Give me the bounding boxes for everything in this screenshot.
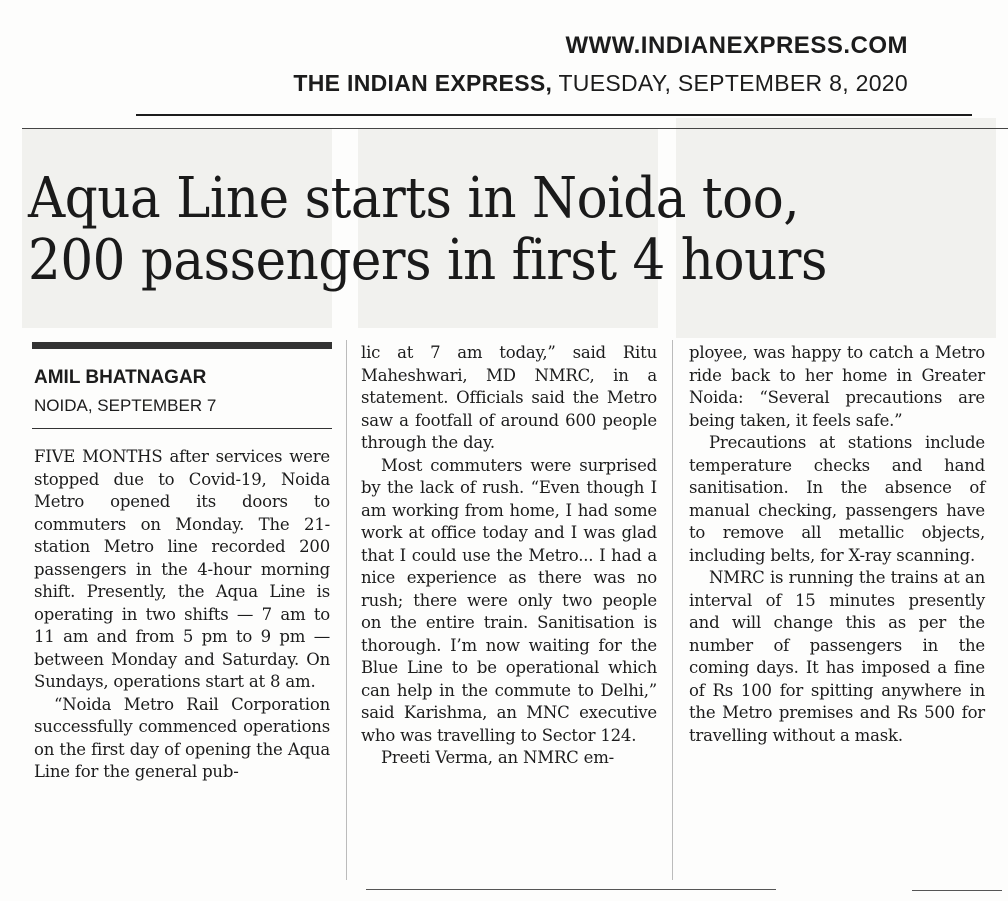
paragraph: Precautions at stations include temperat… (689, 433, 985, 565)
masthead-dateline: THE INDIAN EXPRESS, TUESDAY, SEPTEMBER 8… (293, 70, 908, 97)
site-url: WWW.INDIANEXPRESS.COM (565, 32, 908, 59)
paper-name: THE INDIAN EXPRESS, (293, 70, 553, 96)
article-column-3: ployee, was happy to catch a Metro ride … (689, 342, 985, 747)
byline-author: AMIL BHATNAGAR (34, 367, 207, 388)
byline-divider (32, 428, 332, 429)
masthead-rule (136, 114, 972, 116)
issue-date: TUESDAY, SEPTEMBER 8, 2020 (558, 70, 908, 96)
headline-line-1: Aqua Line starts in Noida too, (28, 166, 800, 231)
byline-rule (32, 342, 332, 349)
paragraph: “Noida Metro Rail Corporation successful… (34, 694, 330, 782)
paragraph: lic at 7 am today,” said Ritu Maheshwari… (361, 343, 657, 452)
article-column-2: lic at 7 am today,” said Ritu Maheshwari… (361, 342, 657, 770)
bleed-through-texture (676, 118, 996, 338)
footer-rule (912, 890, 1002, 891)
column-separator (672, 340, 673, 880)
column-separator (346, 340, 347, 880)
footer-rule (366, 889, 776, 890)
headline-line-2: 200 passengers in first 4 hours (28, 228, 827, 293)
article-column-1: FIVE MONTHS after services were stopped … (34, 446, 330, 784)
paragraph: ployee, was happy to catch a Metro ride … (689, 343, 985, 430)
section-rule (22, 128, 1008, 129)
paragraph: FIVE MONTHS after services were stopped … (34, 447, 330, 691)
byline-dateline: NOIDA, SEPTEMBER 7 (34, 396, 217, 415)
bleed-through-texture (22, 128, 332, 328)
paragraph: Most commuters were surprised by the lac… (361, 455, 657, 745)
headline: Aqua Line starts in Noida too, 200 passe… (28, 168, 911, 292)
paragraph: NMRC is running the trains at an interva… (689, 568, 985, 745)
paragraph: Preeti Verma, an NMRC em- (381, 748, 615, 767)
bleed-through-texture (358, 128, 658, 328)
